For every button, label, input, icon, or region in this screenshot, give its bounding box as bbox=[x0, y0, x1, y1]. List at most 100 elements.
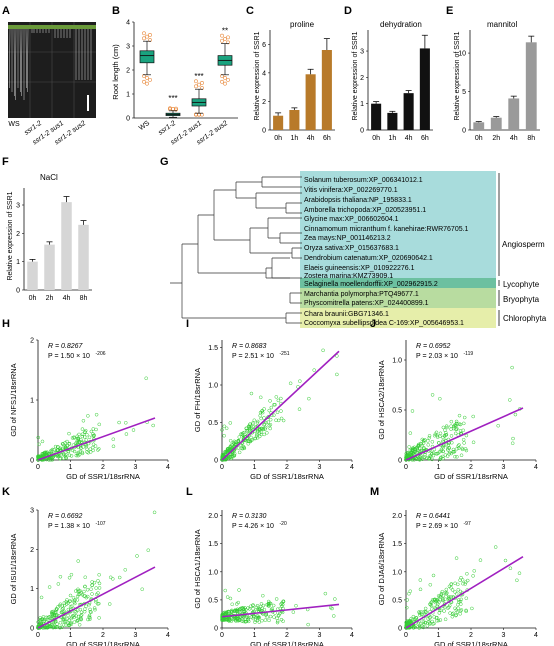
scatter-point bbox=[43, 626, 47, 630]
scatter-point bbox=[451, 450, 456, 454]
scatter-point bbox=[418, 587, 423, 592]
category-label: 0h bbox=[29, 295, 37, 302]
scatter-point bbox=[513, 412, 518, 417]
scatter-point bbox=[272, 402, 276, 407]
scatter-point bbox=[47, 585, 52, 589]
scatter-point bbox=[274, 597, 279, 601]
scatter-point bbox=[426, 617, 430, 621]
tick-label: 3 bbox=[126, 44, 130, 51]
tick-label: 0 bbox=[404, 464, 408, 471]
outlier-point bbox=[148, 33, 152, 37]
scatter-point bbox=[458, 612, 462, 616]
significance-stars: ** bbox=[222, 27, 228, 36]
scatter-point bbox=[432, 615, 436, 619]
tick-label: 0 bbox=[398, 458, 402, 465]
panel-a: A WS ssr1-2 ssr1-2 sus1 ssr1-2 sus2 bbox=[2, 5, 96, 146]
scatter-point bbox=[450, 614, 455, 619]
regression-line bbox=[221, 350, 340, 461]
scatter-point bbox=[83, 575, 88, 579]
tick-label: 2 bbox=[101, 464, 105, 471]
scatter-point bbox=[434, 430, 439, 435]
tick-label: 2.0 bbox=[392, 513, 402, 520]
category-label: 0h bbox=[475, 135, 483, 142]
scatter-point bbox=[241, 607, 246, 611]
scatter-point bbox=[456, 602, 460, 607]
scatter-point bbox=[242, 430, 247, 435]
scatter-point bbox=[111, 444, 116, 449]
scatter-point bbox=[431, 453, 436, 458]
p-value: P = 1.38 × 10 bbox=[48, 523, 90, 530]
x-axis-label: GD of SSR1/18srRNA bbox=[434, 640, 508, 646]
r-value: R = 0.8683 bbox=[232, 343, 267, 350]
scatter-point bbox=[441, 456, 445, 461]
scatter-point bbox=[441, 597, 445, 601]
tick-label: 2 bbox=[30, 338, 34, 345]
scatter-point bbox=[438, 456, 443, 460]
tick-label: 0 bbox=[214, 458, 218, 465]
tick-label: 4 bbox=[262, 70, 266, 77]
scatter-point bbox=[429, 603, 434, 608]
scatter-point bbox=[454, 613, 458, 618]
scatter-point bbox=[419, 442, 424, 446]
species-label: Arabidopsis thaliana:NP_195833.1 bbox=[304, 197, 412, 204]
scatter-point bbox=[410, 409, 415, 413]
scatter-point bbox=[438, 618, 443, 622]
scatter-point bbox=[268, 417, 273, 422]
tick-label: 2 bbox=[285, 464, 289, 471]
x-axis-label: GD of SSR1/18srRNA bbox=[250, 472, 324, 481]
scatter-point bbox=[58, 456, 63, 461]
tick-label: 1 bbox=[69, 464, 73, 471]
panel-letter: E bbox=[446, 5, 453, 17]
scatter-point bbox=[238, 610, 242, 614]
bar bbox=[273, 115, 284, 130]
scatter-point bbox=[97, 586, 102, 590]
scatter-point bbox=[288, 381, 293, 386]
scatter-point bbox=[462, 421, 466, 426]
scatter-point bbox=[460, 578, 465, 582]
scatter-point bbox=[144, 376, 148, 381]
scatter-point bbox=[421, 610, 426, 614]
p-exponent: -251 bbox=[280, 351, 290, 357]
scatter-point bbox=[236, 438, 240, 443]
scatter-point bbox=[108, 575, 113, 580]
scatter-point bbox=[453, 454, 457, 459]
scatter-point bbox=[79, 610, 84, 614]
y-axis-label: GD of DJA6/18srRNA bbox=[377, 533, 386, 606]
scatter-point bbox=[471, 414, 475, 419]
scatter-point bbox=[427, 436, 431, 440]
scatter-point bbox=[408, 431, 413, 435]
scatter-point bbox=[496, 423, 500, 428]
p-value: P = 2.03 × 10 bbox=[416, 353, 458, 360]
panel-letter: C bbox=[246, 5, 254, 17]
scatter-point bbox=[412, 458, 416, 462]
scatter-point bbox=[92, 580, 97, 585]
scatter-point bbox=[223, 588, 227, 593]
tick-label: 1 bbox=[437, 464, 441, 471]
scatter-point bbox=[226, 455, 231, 459]
scatter-point bbox=[76, 559, 80, 563]
scatter-point bbox=[280, 604, 284, 609]
panel-c: C proline Relative expression of SSR1 0 2… bbox=[246, 5, 335, 142]
scatter-point bbox=[436, 618, 441, 623]
tick-label: 3 bbox=[360, 49, 364, 56]
species-label: Oryza sativa:XP_015637683.1 bbox=[304, 245, 399, 252]
scatter-point bbox=[464, 596, 469, 600]
scatter-point bbox=[272, 413, 276, 417]
category-label: 6h bbox=[323, 135, 331, 142]
outlier-point bbox=[220, 33, 224, 38]
tick-label: 1.5 bbox=[208, 541, 218, 548]
scatter-point bbox=[80, 434, 85, 439]
scatter-point bbox=[65, 598, 69, 602]
species-labels: Solanum tuberosum:XP_006341012.1 Vitis vi… bbox=[304, 177, 469, 327]
p-value: P = 4.26 × 10 bbox=[232, 523, 274, 530]
category-label: 1h bbox=[290, 135, 298, 142]
scatter-point bbox=[471, 440, 476, 445]
scatter-point bbox=[52, 447, 56, 452]
angiosperm-box bbox=[300, 171, 496, 278]
scatter-point bbox=[58, 620, 63, 625]
y-axis-label: GD of FH/18srRNA bbox=[193, 368, 202, 432]
root-line bbox=[13, 28, 15, 97]
scatter-point bbox=[424, 610, 428, 614]
bar bbox=[403, 93, 414, 130]
scatter-point bbox=[53, 613, 57, 618]
